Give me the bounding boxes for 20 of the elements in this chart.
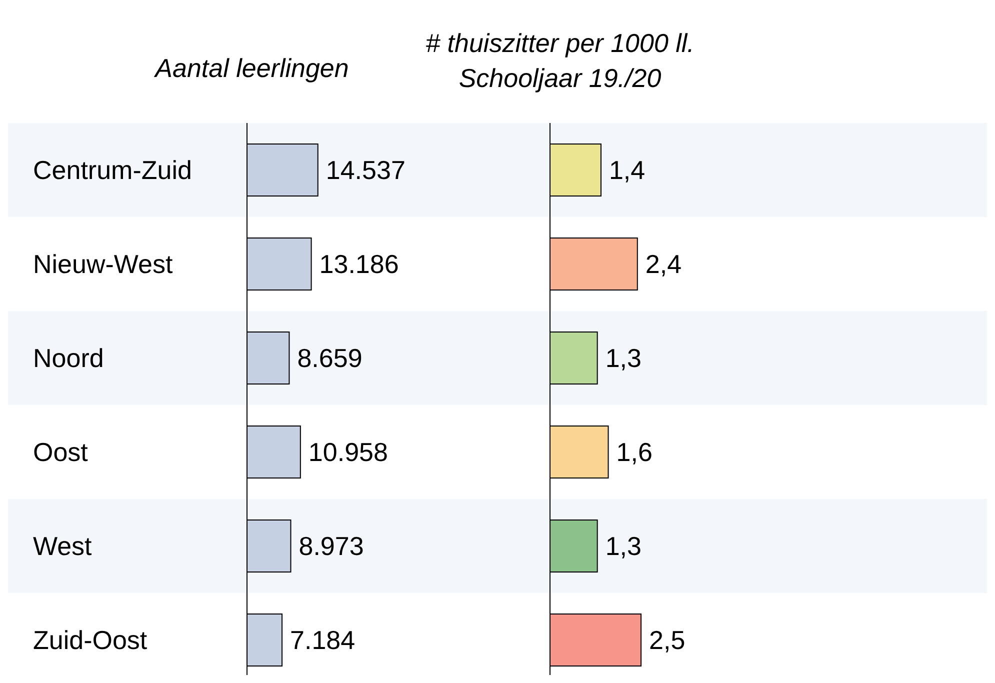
y-tick-label: Noord — [33, 343, 104, 373]
data-label: 13.186 — [319, 249, 399, 280]
y-tick-label: Nieuw-West — [33, 249, 174, 279]
data-label: 1,3 — [605, 531, 642, 562]
data-label: 2,5 — [649, 625, 686, 656]
data-label: 14.537 — [326, 155, 406, 186]
data-label: 1,6 — [616, 437, 652, 468]
data-label: 2,4 — [645, 249, 682, 280]
data-label: 8.659 — [297, 343, 362, 374]
chart-title: Aantal leerlingen — [155, 53, 349, 83]
data-label: 8.973 — [298, 531, 364, 562]
data-label: 10.958 — [308, 437, 388, 468]
data-label: 1,4 — [608, 155, 646, 186]
y-tick-label: West — [33, 531, 93, 561]
chart-title: # thuiszitter per 1000 ll. Schooljaar 19./20 — [424, 27, 696, 95]
data-label: 7.184 — [290, 625, 356, 656]
y-tick-label: Oost — [33, 437, 89, 467]
y-tick-label: Centrum-Zuid — [33, 155, 192, 185]
data-label: 1,3 — [605, 343, 642, 374]
y-tick-label: Zuid-Oost — [33, 625, 148, 655]
